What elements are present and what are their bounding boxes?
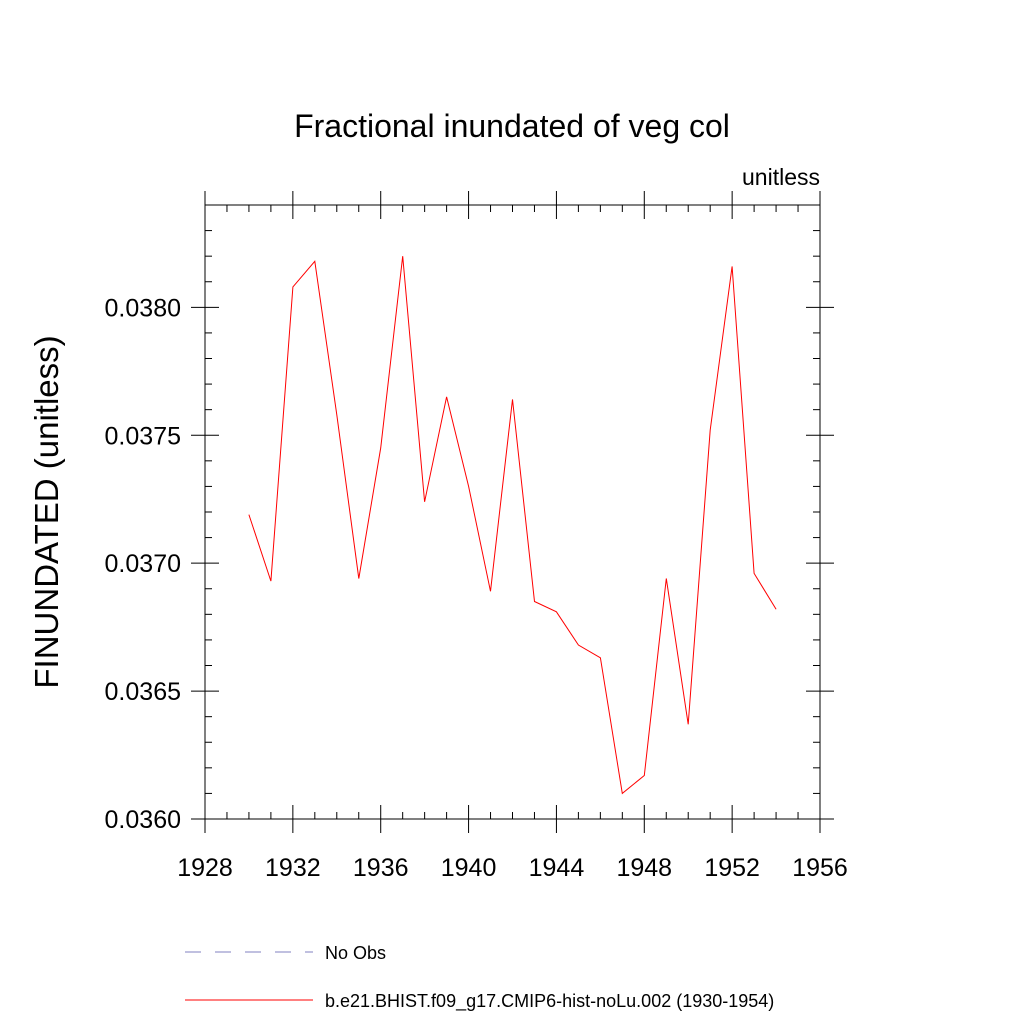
data-point	[622, 793, 624, 795]
y-tick-label: 0.0370	[105, 550, 181, 578]
y-tick-label: 0.0380	[105, 294, 181, 322]
y-tick-labels: 0.0360 0.0365 0.0370 0.0375 0.0380	[105, 294, 181, 834]
legend-label-no-obs: No Obs	[325, 943, 386, 963]
data-point	[534, 601, 536, 603]
data-point	[643, 775, 645, 777]
data-point	[380, 447, 382, 449]
data-point	[314, 260, 316, 262]
x-tick-label: 1956	[792, 854, 848, 882]
data-point	[248, 514, 250, 516]
data-point	[446, 396, 448, 398]
x-tick-label: 1936	[353, 854, 409, 882]
data-point	[336, 414, 338, 416]
legend: No Obs b.e21.BHIST.f09_g17.CMIP6-hist-no…	[185, 943, 774, 1012]
data-point	[731, 266, 733, 268]
x-tick-label: 1940	[441, 854, 497, 882]
data-point	[468, 486, 470, 488]
x-tick-label: 1948	[616, 854, 672, 882]
chart-title: Fractional inundated of veg col	[294, 108, 730, 144]
data-point	[687, 724, 689, 726]
x-tick-labels: 1928 1932 1936 1940 1944 1948 1952 1956	[177, 854, 848, 882]
data-point	[775, 608, 777, 610]
data-point	[709, 429, 711, 431]
data-point	[512, 399, 514, 401]
data-point	[556, 611, 558, 613]
units-label: unitless	[742, 164, 820, 190]
y-tick-label: 0.0365	[105, 678, 181, 706]
x-tick-label: 1928	[177, 854, 233, 882]
y-axis-label: FINUNDATED (unitless)	[28, 335, 65, 688]
data-point	[665, 578, 667, 580]
x-tick-label: 1944	[529, 854, 585, 882]
data-point	[753, 573, 755, 575]
data-point	[270, 580, 272, 582]
data-point	[424, 501, 426, 503]
y-tick-label: 0.0375	[105, 422, 181, 450]
y-tick-label: 0.0360	[105, 806, 181, 834]
data-point	[490, 591, 492, 593]
x-tick-label: 1952	[704, 854, 760, 882]
axis-ticks	[191, 191, 834, 833]
data-point	[600, 657, 602, 659]
x-tick-label: 1932	[265, 854, 321, 882]
data-point	[402, 255, 404, 257]
series-lines	[248, 255, 777, 795]
data-point	[578, 644, 580, 646]
data-point	[292, 286, 294, 288]
series-line-0	[248, 256, 777, 795]
legend-label-model: b.e21.BHIST.f09_g17.CMIP6-hist-noLu.002 …	[325, 991, 774, 1012]
data-point	[358, 578, 360, 580]
